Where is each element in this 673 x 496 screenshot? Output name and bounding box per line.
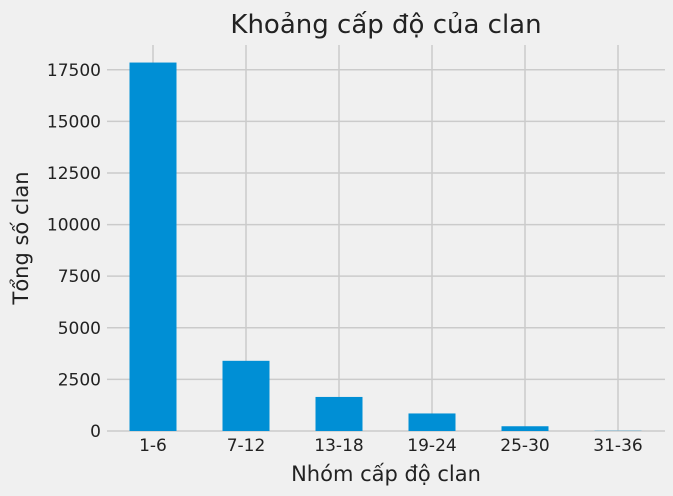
bar: [408, 413, 456, 431]
bar: [222, 360, 270, 431]
x-tick-label: 25-30: [500, 436, 549, 456]
x-tick-label: 7-12: [227, 436, 266, 456]
bar: [501, 426, 549, 431]
x-tick-label: 1-6: [139, 436, 167, 456]
x-axis-label: Nhóm cấp độ clan: [291, 462, 481, 486]
bar: [315, 396, 363, 431]
bars: [129, 62, 642, 431]
bar: [129, 62, 177, 431]
y-tick-label: 0: [90, 422, 101, 442]
y-tick-label: 15000: [47, 112, 101, 132]
y-axis-label: Tổng số clan: [9, 171, 33, 305]
x-axis-ticks: 1-6 7-12 13-18 19-24 25-30 31-36: [139, 436, 643, 456]
y-axis-ticks: 0 2500 5000 7500 10000 12500 15000 17500: [47, 61, 101, 442]
chart-title: Khoảng cấp độ của clan: [230, 10, 541, 40]
y-tick-label: 12500: [47, 164, 101, 184]
y-tick-label: 5000: [58, 319, 101, 339]
x-tick-label: 31-36: [593, 436, 642, 456]
x-tick-label: 13-18: [314, 436, 363, 456]
y-tick-label: 7500: [58, 267, 101, 287]
y-tick-label: 17500: [47, 61, 101, 81]
x-tick-label: 19-24: [407, 436, 456, 456]
y-tick-label: 10000: [47, 216, 101, 236]
y-tick-label: 2500: [58, 370, 101, 390]
